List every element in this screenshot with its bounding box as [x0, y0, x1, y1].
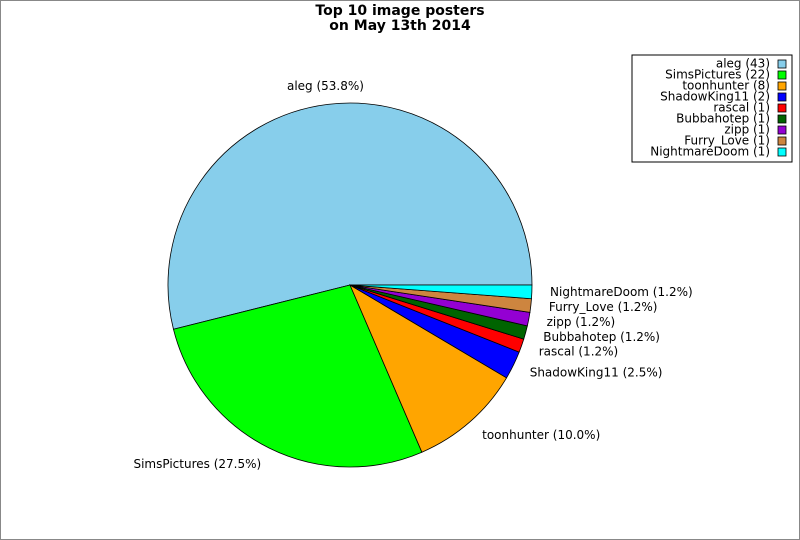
legend-label: SimsPictures (22): [665, 68, 770, 82]
legend-swatch: [777, 147, 787, 157]
legend-swatch: [777, 70, 787, 80]
slice-label: Bubbahotep (1.2%): [543, 330, 660, 344]
legend-label: aleg (43): [716, 57, 770, 71]
pie-slice: [172, 284, 423, 468]
pie-slice: [349, 284, 508, 453]
legend-label: zipp (1): [724, 123, 770, 137]
legend-swatch: [777, 59, 787, 69]
legend-swatch: [777, 81, 787, 91]
slice-label: NightmareDoom (1.2%): [550, 285, 693, 299]
legend-label: ShadowKing11 (2): [660, 90, 770, 104]
legend-label: toonhunter (8): [682, 79, 770, 93]
legend-swatch: [777, 92, 787, 102]
legend-label: rascal (1): [713, 101, 770, 115]
legend-label: NightmareDoom (1): [650, 145, 770, 159]
slice-label: aleg (53.8%): [287, 79, 364, 93]
pie-slice: [167, 102, 533, 330]
slice-label: toonhunter (10.0%): [482, 428, 600, 442]
legend-label: Bubbahotep (1): [676, 112, 770, 126]
legend-box: [631, 54, 793, 163]
legend-label: Furry_Love (1): [684, 134, 770, 148]
slice-label: rascal (1.2%): [539, 344, 619, 358]
slice-label: ShadowKing11 (2.5%): [530, 366, 663, 380]
slice-label: zipp (1.2%): [547, 315, 616, 329]
slice-label: SimsPictures (27.5%): [133, 457, 261, 471]
chart-title: Top 10 image posters: [315, 3, 484, 19]
legend-swatch: [777, 103, 787, 113]
legend-swatch: [777, 114, 787, 124]
chart-subtitle: on May 13th 2014: [329, 18, 471, 34]
legend-swatch: [777, 136, 787, 146]
slice-label: Furry_Love (1.2%): [549, 300, 658, 314]
legend-swatch: [777, 125, 787, 135]
pie-slice: [349, 284, 533, 300]
